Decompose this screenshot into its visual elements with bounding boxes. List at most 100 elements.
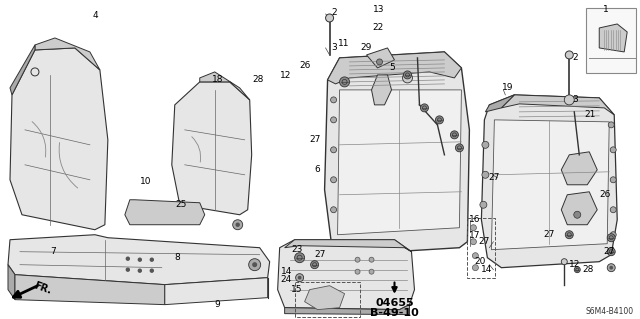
Circle shape (420, 104, 428, 112)
Text: 28: 28 (582, 265, 594, 274)
Text: 27: 27 (543, 230, 554, 239)
Circle shape (253, 263, 257, 266)
Circle shape (610, 232, 616, 238)
Circle shape (249, 259, 260, 271)
Text: 3: 3 (332, 43, 337, 52)
Polygon shape (125, 200, 205, 225)
Circle shape (472, 253, 478, 259)
Circle shape (607, 264, 615, 272)
Polygon shape (8, 235, 269, 285)
Circle shape (126, 268, 129, 271)
Circle shape (565, 51, 573, 59)
Text: 27: 27 (478, 237, 490, 246)
Polygon shape (485, 95, 515, 112)
Circle shape (610, 266, 612, 269)
Circle shape (451, 131, 458, 139)
Polygon shape (492, 120, 609, 250)
Text: 8: 8 (175, 253, 180, 262)
Circle shape (355, 257, 360, 262)
Polygon shape (561, 192, 597, 225)
Polygon shape (501, 95, 614, 115)
Text: 11: 11 (337, 40, 349, 48)
Circle shape (138, 269, 141, 272)
Polygon shape (164, 278, 268, 305)
Circle shape (233, 220, 243, 230)
Bar (294, 282, 360, 317)
Text: 2: 2 (332, 9, 337, 18)
Text: 6: 6 (315, 165, 321, 174)
Circle shape (331, 177, 337, 183)
Circle shape (574, 267, 580, 273)
Text: 29: 29 (360, 43, 372, 52)
Text: 2: 2 (572, 53, 578, 63)
Circle shape (310, 261, 319, 269)
Circle shape (355, 269, 360, 274)
Circle shape (608, 122, 614, 128)
Text: 7: 7 (50, 247, 56, 256)
Text: 4: 4 (92, 11, 98, 20)
Polygon shape (328, 52, 461, 84)
Circle shape (564, 95, 574, 105)
Circle shape (565, 231, 573, 239)
Circle shape (376, 59, 383, 65)
Circle shape (403, 73, 412, 83)
Circle shape (340, 77, 349, 87)
Circle shape (326, 14, 333, 22)
Bar (467, 218, 495, 278)
Polygon shape (285, 305, 410, 315)
Circle shape (607, 234, 615, 242)
Text: 20: 20 (474, 257, 486, 266)
Polygon shape (324, 52, 469, 255)
Text: 12: 12 (569, 260, 580, 269)
Circle shape (403, 71, 412, 79)
Text: 27: 27 (310, 135, 321, 144)
Circle shape (331, 147, 337, 153)
Text: 27: 27 (604, 247, 615, 256)
Text: 21: 21 (584, 110, 596, 119)
Circle shape (610, 177, 616, 183)
Polygon shape (15, 275, 164, 305)
Text: 3: 3 (572, 95, 578, 104)
Polygon shape (278, 240, 415, 310)
Text: 19: 19 (502, 83, 514, 93)
Text: 5: 5 (390, 63, 396, 72)
Polygon shape (481, 95, 617, 268)
Text: 25: 25 (176, 200, 187, 209)
Text: 23: 23 (292, 245, 303, 254)
Polygon shape (367, 48, 394, 68)
Bar (586, 8, 636, 73)
Circle shape (561, 259, 567, 265)
Polygon shape (10, 48, 108, 230)
Polygon shape (200, 72, 250, 100)
Circle shape (369, 269, 374, 274)
Circle shape (574, 211, 580, 218)
Text: B-49-10: B-49-10 (370, 308, 419, 318)
Circle shape (610, 207, 616, 213)
Text: 17: 17 (469, 231, 481, 240)
Polygon shape (561, 152, 597, 185)
Text: 18: 18 (212, 75, 223, 85)
Circle shape (472, 265, 478, 271)
Circle shape (470, 239, 476, 245)
Circle shape (298, 277, 301, 279)
Polygon shape (285, 240, 412, 252)
Polygon shape (35, 38, 100, 70)
Text: FR.: FR. (32, 281, 52, 296)
Text: 04655: 04655 (375, 298, 414, 308)
Polygon shape (599, 24, 627, 52)
Circle shape (296, 274, 303, 282)
Text: 13: 13 (372, 5, 384, 14)
Text: 26: 26 (599, 190, 611, 199)
Text: 16: 16 (469, 215, 481, 224)
Text: 15: 15 (291, 285, 302, 294)
Text: 26: 26 (300, 62, 311, 70)
Polygon shape (337, 90, 461, 235)
Polygon shape (8, 265, 15, 300)
Polygon shape (305, 286, 344, 310)
Circle shape (456, 144, 463, 152)
Text: 27: 27 (488, 173, 499, 182)
Circle shape (470, 225, 476, 231)
Circle shape (150, 269, 154, 272)
Text: S6M4-B4100: S6M4-B4100 (585, 307, 634, 316)
Circle shape (610, 147, 616, 153)
